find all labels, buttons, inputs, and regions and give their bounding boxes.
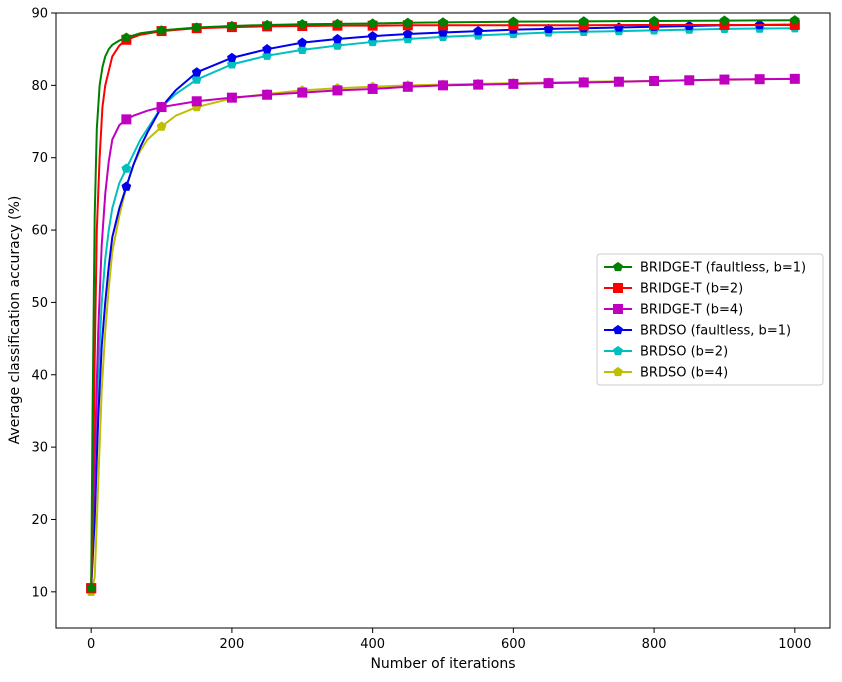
data-point-3-17 [297,37,308,47]
x-tick-label-800: 800 [642,637,667,652]
data-point-0-24 [719,15,730,25]
data-point-2-19 [438,80,448,91]
legend-marker-0 [613,261,623,272]
legend-marker-5 [613,366,623,377]
data-point-3-24 [543,23,554,34]
y-axis-label: Average classification accuracy (%) [7,196,23,445]
y-tick-label-40: 40 [31,368,48,383]
data-point-2-13 [226,92,237,103]
y-tick-label-20: 20 [31,513,48,528]
x-tick-label-0: 0 [87,637,95,652]
data-point-0-21 [508,16,519,26]
data-point-0-25 [789,15,800,25]
y-tick-label-70: 70 [31,151,48,166]
data-point-2-11 [156,102,167,113]
data-point-2-29 [789,73,800,84]
data-point-2-14 [262,89,273,100]
data-point-0-0 [86,583,97,593]
y-axis: 10 20 30 40 50 60 70 80 90 [31,7,56,600]
data-point-3-20 [402,28,413,39]
data-point-4-17 [297,44,308,55]
data-point-5-12 [156,121,167,131]
data-point-2-16 [332,85,343,96]
data-point-3-14 [191,67,202,77]
legend: BRIDGE-T (faultless, b=1) BRIDGE-T (b=2) B… [596,253,824,386]
y-tick-label-60: 60 [31,224,48,239]
data-point-0-17 [332,18,343,28]
x-tick-label-1000: 1000 [778,637,811,652]
legend-label-3: BRDSO (faultless, b=1) [640,324,791,339]
data-point-0-15 [262,19,272,30]
y-tick-label-50: 50 [31,296,48,311]
data-point-2-15 [297,87,308,98]
series-line-2 [90,77,795,589]
data-point-0-10 [121,32,132,42]
data-point-2-18 [402,81,413,92]
data-point-2-23 [578,77,589,88]
data-point-2-22 [543,78,554,89]
legend-marker-2 [613,304,623,314]
legend-label-5: BRDSO (b=4) [640,366,728,381]
series-line-4 [90,27,795,589]
x-axis: 0 200 400 600 800 1000 [87,628,811,652]
data-point-2-24 [613,76,624,87]
x-axis-label: Number of iterations [370,656,515,672]
data-point-0-20 [438,17,448,27]
data-point-2-27 [719,74,730,85]
legend-marker-4 [613,345,623,356]
x-tick-label-600: 600 [501,637,526,652]
data-point-0-12 [156,25,167,35]
series-layer [86,15,800,596]
data-point-2-8 [121,114,132,125]
data-point-2-26 [684,75,695,86]
legend-box [596,253,824,386]
data-point-2-28 [754,74,765,85]
series-line-0 [90,19,795,589]
x-tick-label-400: 400 [360,637,385,652]
legend-label-1: BRIDGE-T (b=2) [640,282,743,297]
legend-label-4: BRDSO (b=2) [640,345,728,360]
data-point-0-18 [367,18,378,28]
data-point-2-21 [508,78,519,89]
data-point-3-16 [262,44,272,54]
data-point-3-18 [332,33,343,44]
y-tick-label-90: 90 [31,7,48,22]
data-point-0-19 [402,17,413,27]
legend-label-0: BRIDGE-T (faultless, b=1) [640,261,806,276]
data-point-3-19 [367,31,378,41]
data-point-0-14 [227,20,237,31]
data-point-2-17 [367,83,378,94]
data-point-2-25 [649,76,660,87]
y-tick-label-80: 80 [31,79,48,94]
data-point-2-20 [473,79,484,90]
data-point-2-12 [191,96,202,107]
data-point-3-15 [227,52,237,62]
data-point-0-13 [191,22,202,32]
series-2 [86,73,800,594]
data-point-0-16 [297,19,308,29]
x-tick-label-200: 200 [219,637,244,652]
series-0 [86,15,800,593]
data-point-0-23 [649,15,659,26]
data-point-3-8 [121,181,132,191]
data-point-3-22 [473,25,484,36]
y-tick-label-30: 30 [31,441,48,456]
series-line-3 [90,23,795,589]
y-tick-label-10: 10 [31,585,48,600]
plot-frame [55,12,831,629]
legend-marker-3 [613,324,623,335]
data-point-4-14 [191,74,202,84]
legend-marker-1 [613,283,623,293]
data-point-4-8 [121,163,132,173]
data-point-0-22 [578,16,589,26]
legend-label-2: BRIDGE-T (b=4) [640,303,743,318]
